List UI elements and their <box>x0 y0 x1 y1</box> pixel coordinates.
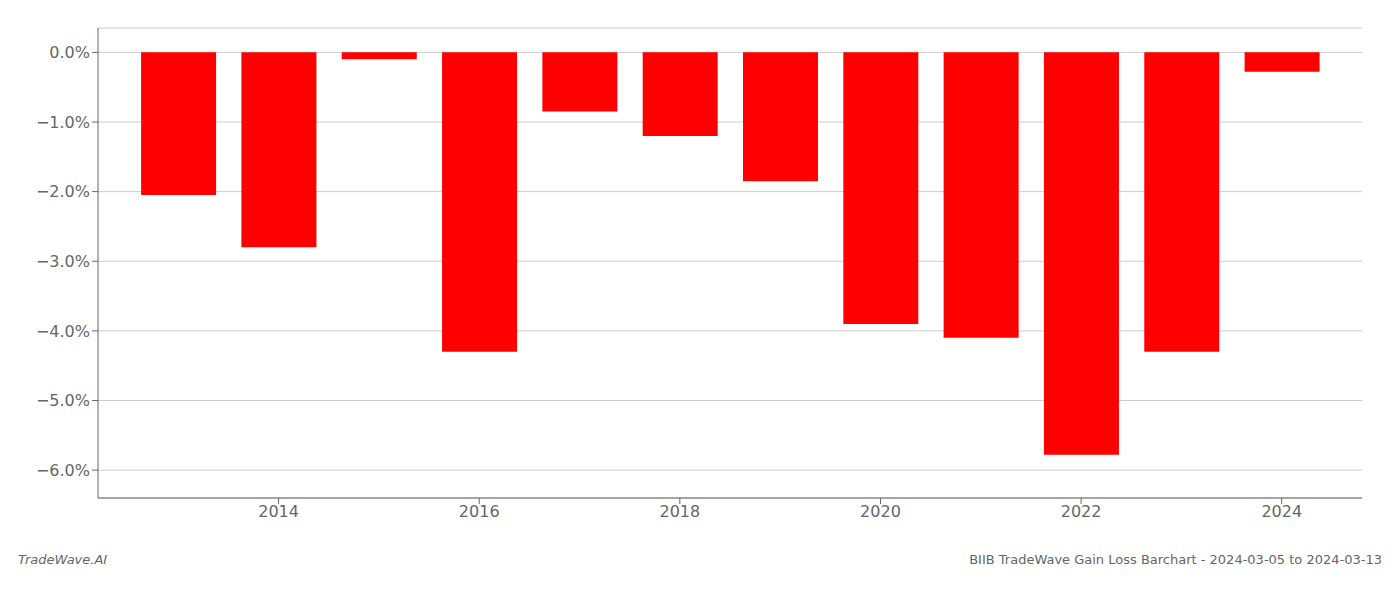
svg-text:2022: 2022 <box>1061 502 1102 521</box>
html-text:TradeWave.AI: TradeWave.AI <box>18 552 108 567</box>
svg-text:2018: 2018 <box>659 502 700 521</box>
html-text:BIIB TradeWave Gain Loss Barch: BIIB TradeWave Gain Loss Barchart - 2024… <box>969 552 1382 567</box>
svg-text:2020: 2020 <box>860 502 901 521</box>
svg-text:−3.0%: −3.0% <box>36 252 90 271</box>
svg-text:2024: 2024 <box>1261 502 1302 521</box>
svg-text:−4.0%: −4.0% <box>36 322 90 341</box>
svg-text:−6.0%: −6.0% <box>36 461 90 480</box>
svg-text:−1.0%: −1.0% <box>36 113 90 132</box>
svg-text:−2.0%: −2.0% <box>36 182 90 201</box>
svg-text:0.0%: 0.0% <box>49 43 90 62</box>
svg-text:2014: 2014 <box>258 502 299 521</box>
svg-text:−5.0%: −5.0% <box>36 391 90 410</box>
svg-text:2016: 2016 <box>459 502 500 521</box>
